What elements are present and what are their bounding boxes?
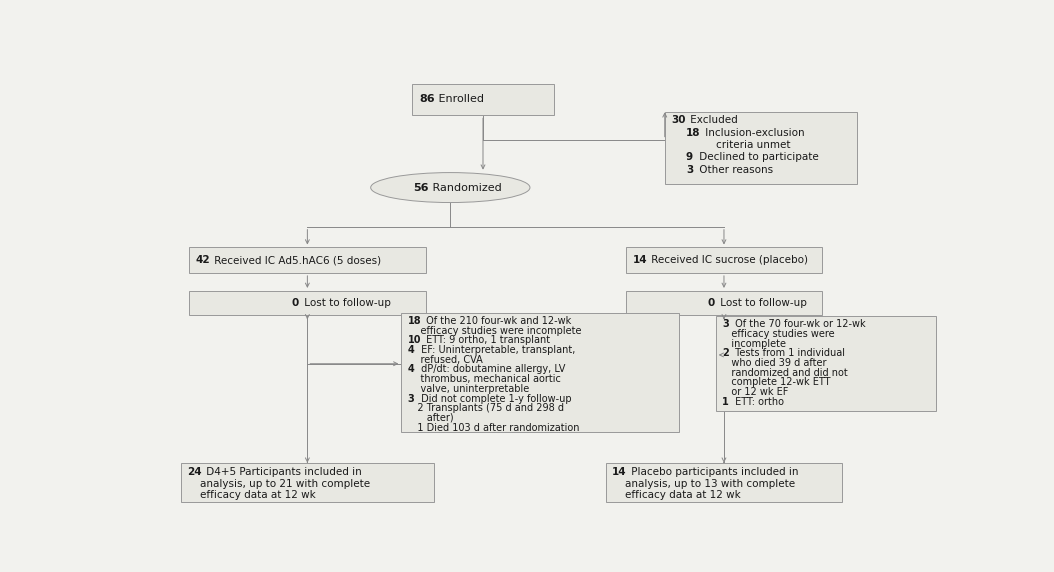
- Text: 0: 0: [291, 298, 298, 308]
- Text: efficacy data at 12 wk: efficacy data at 12 wk: [188, 490, 316, 500]
- Text: 30: 30: [671, 116, 686, 125]
- Text: Randomized: Randomized: [429, 182, 502, 193]
- Text: analysis, up to 13 with complete: analysis, up to 13 with complete: [612, 479, 795, 488]
- Text: Enrolled: Enrolled: [435, 94, 484, 105]
- Text: Lost to follow-up: Lost to follow-up: [300, 298, 391, 308]
- Text: Other reasons: Other reasons: [696, 165, 773, 174]
- FancyBboxPatch shape: [665, 112, 857, 184]
- Text: 42: 42: [195, 255, 210, 265]
- Text: Excluded: Excluded: [687, 116, 738, 125]
- Text: refused, CVA: refused, CVA: [408, 355, 483, 365]
- Text: or 12 wk EF: or 12 wk EF: [722, 387, 788, 397]
- Text: incomplete: incomplete: [722, 339, 786, 349]
- Text: criteria unmet: criteria unmet: [717, 140, 790, 150]
- FancyBboxPatch shape: [402, 313, 679, 432]
- Text: Received IC sucrose (placebo): Received IC sucrose (placebo): [648, 255, 808, 265]
- Text: 2 Transplants (75 d and 298 d: 2 Transplants (75 d and 298 d: [408, 403, 564, 413]
- Text: randomized and did not: randomized and did not: [722, 368, 848, 378]
- Text: 3: 3: [722, 319, 729, 329]
- Text: Of the 210 four-wk and 12-wk: Of the 210 four-wk and 12-wk: [424, 316, 571, 326]
- Ellipse shape: [371, 173, 530, 202]
- Text: analysis, up to 21 with complete: analysis, up to 21 with complete: [188, 479, 370, 488]
- Text: 1 Died 103 d after randomization: 1 Died 103 d after randomization: [408, 423, 580, 432]
- Text: D4+5 Participants included in: D4+5 Participants included in: [202, 467, 362, 476]
- FancyBboxPatch shape: [626, 291, 822, 315]
- Text: Declined to participate: Declined to participate: [696, 152, 819, 162]
- Text: who died 39 d after: who died 39 d after: [722, 358, 826, 368]
- Text: 2: 2: [722, 348, 729, 359]
- Text: efficacy studies were incomplete: efficacy studies were incomplete: [408, 325, 582, 336]
- Text: 3: 3: [408, 394, 414, 403]
- Text: complete 12-wk ETT: complete 12-wk ETT: [722, 378, 831, 387]
- Text: Inclusion-exclusion: Inclusion-exclusion: [702, 128, 804, 138]
- FancyBboxPatch shape: [189, 248, 426, 273]
- Text: 56: 56: [413, 182, 429, 193]
- Text: 4: 4: [408, 345, 414, 355]
- Text: Placebo participants included in: Placebo participants included in: [627, 467, 798, 476]
- FancyBboxPatch shape: [181, 463, 434, 502]
- Text: 1: 1: [722, 397, 729, 407]
- Text: 14: 14: [632, 255, 647, 265]
- Text: efficacy studies were: efficacy studies were: [722, 329, 835, 339]
- Text: 0: 0: [707, 298, 715, 308]
- Text: EF: Uninterpretable, transplant,: EF: Uninterpretable, transplant,: [417, 345, 575, 355]
- FancyBboxPatch shape: [605, 463, 842, 502]
- Text: Of the 70 four-wk or 12-wk: Of the 70 four-wk or 12-wk: [733, 319, 865, 329]
- Text: thrombus, mechanical aortic: thrombus, mechanical aortic: [408, 374, 561, 384]
- Text: 18: 18: [686, 128, 701, 138]
- Text: Received IC Ad5.hAC6 (5 doses): Received IC Ad5.hAC6 (5 doses): [211, 255, 382, 265]
- Text: 24: 24: [188, 467, 202, 476]
- Text: Lost to follow-up: Lost to follow-up: [718, 298, 807, 308]
- Text: Did not complete 1-y follow-up: Did not complete 1-y follow-up: [417, 394, 571, 403]
- Text: efficacy data at 12 wk: efficacy data at 12 wk: [612, 490, 741, 500]
- Text: 3: 3: [686, 165, 694, 174]
- Text: 4: 4: [408, 364, 414, 375]
- FancyBboxPatch shape: [626, 248, 822, 273]
- Text: 10: 10: [408, 335, 422, 345]
- Text: dP/dt: dobutamine allergy, LV: dP/dt: dobutamine allergy, LV: [417, 364, 565, 375]
- Text: 86: 86: [419, 94, 435, 105]
- FancyBboxPatch shape: [716, 316, 936, 411]
- Text: 18: 18: [408, 316, 422, 326]
- Text: 9: 9: [686, 152, 694, 162]
- Text: ETT: 9 ortho, 1 transplant: ETT: 9 ortho, 1 transplant: [424, 335, 550, 345]
- Text: Tests from 1 individual: Tests from 1 individual: [733, 348, 845, 359]
- Text: after): after): [408, 413, 453, 423]
- FancyBboxPatch shape: [411, 84, 554, 116]
- Text: valve, uninterpretable: valve, uninterpretable: [408, 384, 529, 394]
- Text: 14: 14: [612, 467, 627, 476]
- FancyBboxPatch shape: [189, 291, 426, 315]
- Text: ETT: ortho: ETT: ortho: [733, 397, 784, 407]
